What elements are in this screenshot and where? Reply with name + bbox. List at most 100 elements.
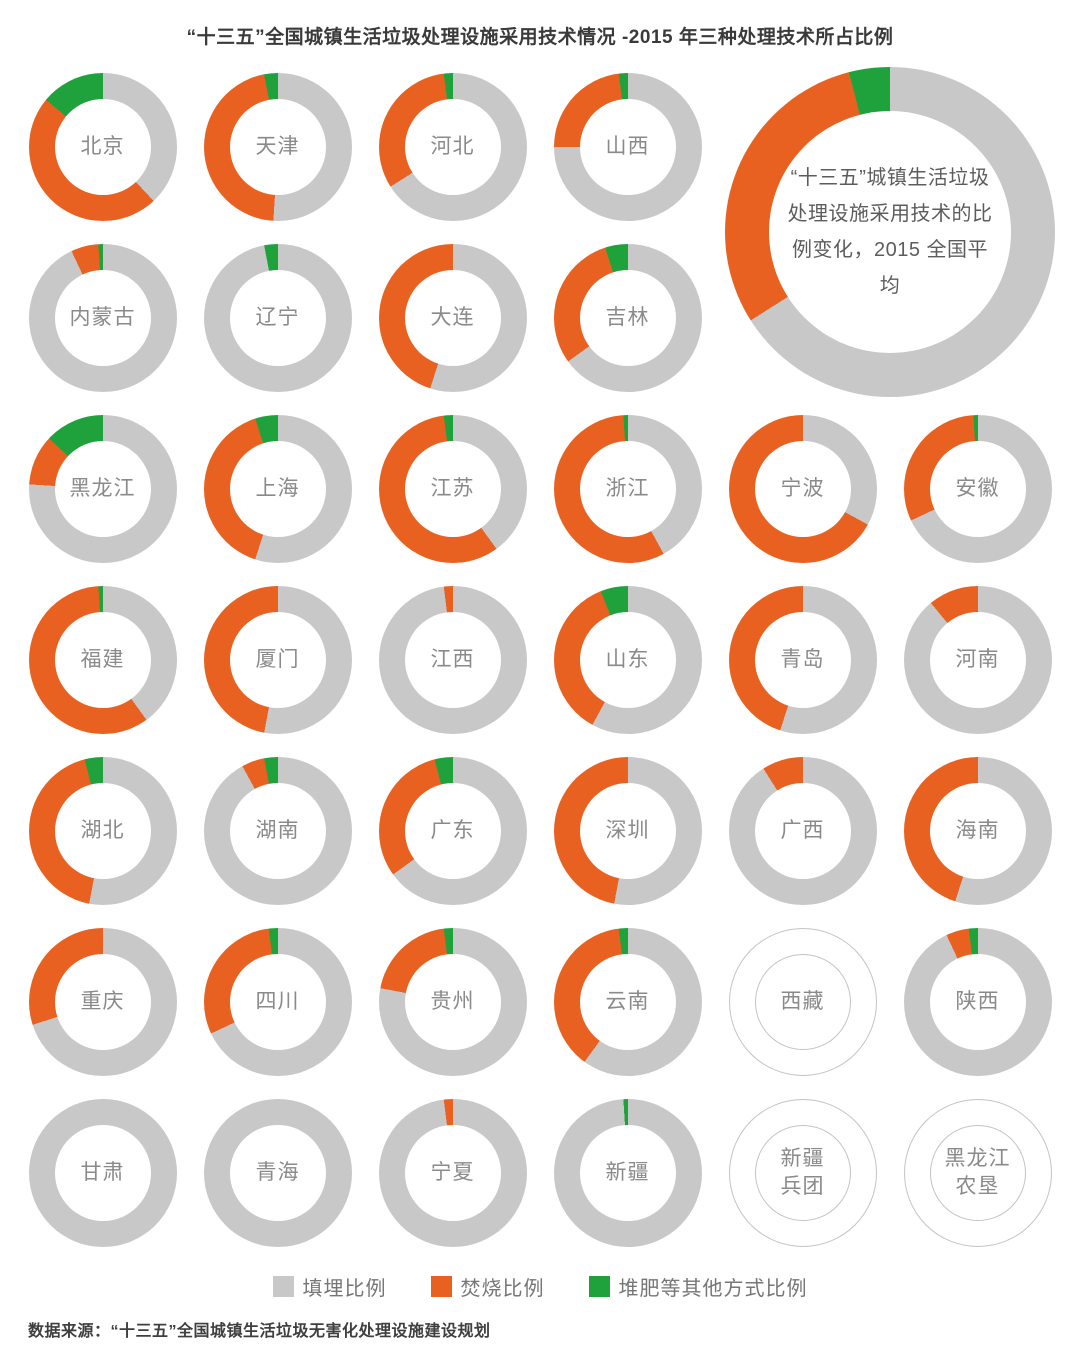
province-cell: 陕西 (903, 927, 1052, 1076)
province-cell: 宁波 (728, 414, 877, 563)
province-cell: 广东 (378, 756, 527, 905)
province-donut-empty: 新疆 兵团 (728, 1098, 877, 1247)
province-cell: 北京 (28, 72, 177, 221)
province-label: 山东 (605, 647, 650, 671)
legend-item-landfill: 填埋比例 (272, 1272, 387, 1301)
province-donut: 青海 (203, 1098, 352, 1247)
province-label: 安徽 (955, 476, 1000, 500)
province-donut: 吉林 (553, 243, 702, 392)
donut-hole: 海南 (929, 782, 1026, 879)
province-label: 黑龙江 农垦 (944, 1147, 1011, 1198)
province-label: 湖南 (255, 818, 300, 842)
province-label: 吉林 (605, 305, 650, 329)
donut-hole: 甘肃 (54, 1124, 151, 1221)
national-average-hole: “十三五”城镇生活垃圾处理设施采用技术的比例变化，2015 全国平均 (769, 111, 1011, 353)
donut-hole: 内蒙古 (54, 269, 151, 366)
province-label: 黑龙江 (69, 476, 136, 500)
province-donut: 江苏 (378, 414, 527, 563)
donut-hole: 河北 (404, 98, 501, 195)
donut-hole: 北京 (54, 98, 151, 195)
province-cell: 福建 (28, 585, 177, 734)
province-cell: 吉林 (553, 243, 702, 392)
province-cell: 广西 (728, 756, 877, 905)
province-cell: 大连 (378, 243, 527, 392)
donut-hole: 安徽 (929, 440, 1026, 537)
donut-hole: 山东 (579, 611, 676, 708)
province-label: 北京 (80, 134, 125, 158)
province-donut: 陕西 (903, 927, 1052, 1076)
donut-hole: 江苏 (404, 440, 501, 537)
province-cell: 山西 (553, 72, 702, 221)
donut-hole: 上海 (229, 440, 326, 537)
province-cell: 宁夏 (378, 1098, 527, 1247)
national-average-ring: “十三五”城镇生活垃圾处理设施采用技术的比例变化，2015 全国平均 (725, 67, 1055, 397)
province-donut: 湖北 (28, 756, 177, 905)
province-cell: 内蒙古 (28, 243, 177, 392)
donut-hole: 新疆 (579, 1124, 676, 1221)
donut-hole: 浙江 (579, 440, 676, 537)
province-label: 河南 (955, 647, 1000, 671)
province-donut: 宁夏 (378, 1098, 527, 1247)
province-cell: 贵州 (378, 927, 527, 1076)
province-label: 湖北 (80, 818, 125, 842)
donut-hole: 湖南 (229, 782, 326, 879)
donut-grid: “十三五”城镇生活垃圾处理设施采用技术的比例变化，2015 全国平均 北京 天津河… (0, 61, 1080, 1258)
province-cell: 重庆 (28, 927, 177, 1076)
legend-item-compost: 堆肥等其他方式比例 (588, 1272, 808, 1301)
province-label: 江苏 (430, 476, 475, 500)
donut-hole: 四川 (229, 953, 326, 1050)
province-cell: 安徽 (903, 414, 1052, 563)
province-label: 陕西 (955, 989, 1000, 1013)
province-label: 西藏 (780, 989, 825, 1013)
province-donut: 上海 (203, 414, 352, 563)
province-label: 广西 (780, 818, 825, 842)
province-label: 青岛 (780, 647, 825, 671)
legend-label-compost: 堆肥等其他方式比例 (618, 1278, 808, 1300)
incineration-swatch-icon (430, 1276, 452, 1297)
donut-hole: 大连 (404, 269, 501, 366)
national-average-label: “十三五”城镇生活垃圾处理设施采用技术的比例变化，2015 全国平均 (787, 167, 993, 297)
donut-hole: 河南 (929, 611, 1026, 708)
province-label: 新疆 兵团 (780, 1147, 825, 1198)
province-donut-empty: 黑龙江 农垦 (903, 1098, 1052, 1247)
donut-hole: 黑龙江 农垦 (929, 1124, 1026, 1221)
legend: 填埋比例 焚烧比例 堆肥等其他方式比例 (0, 1272, 1080, 1301)
province-donut: 重庆 (28, 927, 177, 1076)
province-donut: 天津 (203, 72, 352, 221)
province-donut: 河北 (378, 72, 527, 221)
province-label: 甘肃 (80, 1160, 125, 1184)
province-label: 厦门 (255, 647, 300, 671)
province-cell: 新疆 兵团 (728, 1098, 877, 1247)
donut-hole: 厦门 (229, 611, 326, 708)
province-donut: 云南 (553, 927, 702, 1076)
province-cell: 江苏 (378, 414, 527, 563)
province-donut: 江西 (378, 585, 527, 734)
province-donut: 山东 (553, 585, 702, 734)
province-donut: 广西 (728, 756, 877, 905)
page-title: “十三五”全国城镇生活垃圾处理设施采用技术情况 -2015 年三种处理技术所占比… (186, 27, 894, 48)
donut-hole: 陕西 (929, 953, 1026, 1050)
legend-item-incineration: 焚烧比例 (430, 1272, 545, 1301)
province-donut: 贵州 (378, 927, 527, 1076)
donut-hole: 辽宁 (229, 269, 326, 366)
province-donut: 深圳 (553, 756, 702, 905)
province-donut: 广东 (378, 756, 527, 905)
province-label: 深圳 (605, 818, 650, 842)
province-cell: 新疆 (553, 1098, 702, 1247)
province-donut: 山西 (553, 72, 702, 221)
donut-hole: 深圳 (579, 782, 676, 879)
province-label: 贵州 (430, 989, 475, 1013)
province-label: 福建 (80, 647, 125, 671)
province-label: 广东 (430, 818, 475, 842)
province-cell: 浙江 (553, 414, 702, 563)
province-donut: 福建 (28, 585, 177, 734)
data-source-note: 数据来源：“十三五”全国城镇生活垃圾无害化处理设施建设规划 (28, 1323, 491, 1340)
donut-hole: 山西 (579, 98, 676, 195)
donut-hole: 青海 (229, 1124, 326, 1221)
legend-label-incineration: 焚烧比例 (460, 1278, 545, 1300)
province-cell: 深圳 (553, 756, 702, 905)
province-donut: 辽宁 (203, 243, 352, 392)
province-cell: 甘肃 (28, 1098, 177, 1247)
province-label: 辽宁 (255, 305, 300, 329)
province-cell: 辽宁 (203, 243, 352, 392)
